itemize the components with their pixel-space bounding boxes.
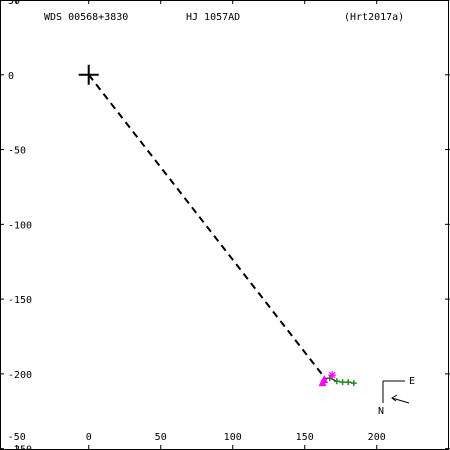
x-tick-label: 100 bbox=[224, 432, 242, 443]
compass-east-label: E bbox=[409, 376, 415, 387]
compass: E N bbox=[378, 376, 415, 417]
x-tick-label: -50 bbox=[8, 432, 26, 443]
y-tick-label: 50 bbox=[8, 0, 20, 7]
data-marks bbox=[78, 64, 357, 387]
data-point-triangle bbox=[320, 375, 329, 384]
y-tick-label: -100 bbox=[8, 220, 32, 231]
motion-arrow bbox=[391, 397, 410, 404]
compass-north-label: N bbox=[378, 406, 384, 417]
reference-label: (Hrt2017a) bbox=[344, 12, 404, 23]
data-point-asterisk bbox=[328, 371, 336, 379]
y-tick-label: -150 bbox=[8, 295, 32, 306]
x-tick-label: 0 bbox=[86, 432, 92, 443]
y-tick-label: -200 bbox=[8, 370, 32, 381]
y-tick-label: -50 bbox=[8, 146, 26, 157]
y-tick-label: 0 bbox=[8, 71, 14, 82]
x-tick-label: 150 bbox=[296, 432, 314, 443]
discoverer-label: HJ 1057AD bbox=[186, 12, 240, 23]
x-tick-label: 50 bbox=[155, 432, 167, 443]
y-tick-label: -250 bbox=[8, 445, 32, 450]
x-tick-label: 200 bbox=[368, 432, 386, 443]
wds-label: WDS 00568+3830 bbox=[44, 12, 128, 23]
dashed-line bbox=[87, 74, 327, 380]
motion-arrow-head bbox=[391, 394, 398, 402]
